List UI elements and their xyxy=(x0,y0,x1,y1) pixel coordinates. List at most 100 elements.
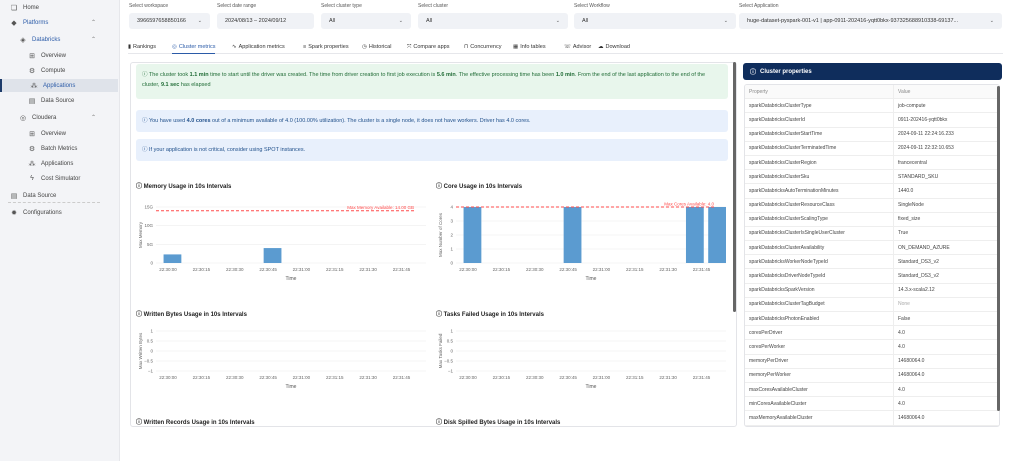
x-tick-label: 22:30:00 xyxy=(459,267,477,272)
tab-compare-apps[interactable]: ⤧ Compare apps xyxy=(407,40,449,54)
table-row: coresPerDriver 4.0 xyxy=(745,326,999,341)
clock-icon: ◷ xyxy=(362,44,367,50)
bar-22:30:00[interactable] xyxy=(163,254,182,263)
bar-22:30:00[interactable] xyxy=(463,207,482,263)
y-axis-label: Max Tasks Failed xyxy=(438,333,443,368)
filter-select-select-workflow[interactable]: All ⌄ xyxy=(574,13,736,29)
sidebar-item-label: Home xyxy=(23,4,40,11)
gear-icon: ⚙ xyxy=(28,145,36,153)
chevron-up-icon[interactable]: ⌃ xyxy=(90,37,96,43)
sidebar-item-data-source[interactable]: ▤ Data Source xyxy=(0,189,118,202)
tab-advisor[interactable]: ☏ Advisor xyxy=(564,40,591,54)
x-tick-label: 22:30:15 xyxy=(493,267,511,272)
property-value: fixed_size xyxy=(898,216,921,223)
tab-historical[interactable]: ◷ Historical xyxy=(362,40,391,54)
property-name: sparkDatabricksClusterAvailability xyxy=(745,241,894,255)
sidebar-item-data-source[interactable]: ▤ Data Source xyxy=(0,94,118,107)
sidebar-item-compute[interactable]: ⚙ Compute xyxy=(0,64,118,77)
alert-value: 1.1 min xyxy=(189,72,209,78)
filter-select-select-workspace[interactable]: 3966597658850166 ⌄ xyxy=(129,13,210,29)
memory-chart-title: ⓘ Memory Usage in 10s Intervals xyxy=(136,184,232,190)
x-tick-label: 22:30:30 xyxy=(226,375,244,380)
sidebar-item-batch-metrics[interactable]: ⚙ Batch Metrics xyxy=(0,142,118,155)
chart-title-text: Tasks Failed Usage in 10s Intervals xyxy=(443,312,544,318)
sidebar-item-label: Cloudera xyxy=(32,114,57,121)
chart-title-text: Memory Usage in 10s Intervals xyxy=(143,184,232,190)
bar-22:31:50[interactable] xyxy=(708,207,726,263)
sidebar-item-cost-simulator[interactable]: ϟ Cost Simulator xyxy=(0,172,118,185)
tab-concurrency[interactable]: ⊓ Concurrency xyxy=(464,40,501,54)
property-value: 14680064.0 xyxy=(898,372,925,379)
chevron-down-icon: ⌄ xyxy=(197,18,202,24)
column-header-property[interactable]: Property xyxy=(745,85,894,99)
startup-time-alert: ⓘ The cluster took 1.1 min time to start… xyxy=(136,64,728,99)
alert-text: . From the end of the last application t… xyxy=(142,72,706,88)
property-value: None xyxy=(898,301,910,308)
property-value: francecentral xyxy=(898,159,927,166)
written-bytes-chart-title: ⓘ Written Bytes Usage in 10s Intervals xyxy=(136,312,247,318)
table-row: sparkDatabricksClusterStartTime 2024-09-1… xyxy=(745,127,999,142)
bar-22:30:45[interactable] xyxy=(563,207,582,263)
sidebar-item-label: Compute xyxy=(41,67,66,74)
table-row: sparkDatabricksClusterResourceClass Singl… xyxy=(745,198,999,213)
bar-22:30:45[interactable] xyxy=(263,248,282,263)
main-scrollbar[interactable] xyxy=(733,62,736,312)
info-icon: ⓘ xyxy=(750,70,757,76)
x-tick-label: 22:31:45 xyxy=(693,267,711,272)
table-row: sparkDatabricksClusterTerminatedTime 2024… xyxy=(745,141,999,156)
filter-select-select-cluster[interactable]: All ⌄ xyxy=(418,13,568,29)
sidebar-item-label: Overview xyxy=(41,130,67,137)
properties-scrollbar[interactable] xyxy=(997,86,1000,411)
cluster-properties-title: Cluster properties xyxy=(760,68,812,75)
sidebar-divider xyxy=(8,202,100,203)
tab-label: Download xyxy=(605,44,630,50)
chevron-up-icon[interactable]: ⌃ xyxy=(90,115,96,121)
sidebar-item-cloudera[interactable]: ◎ Cloudera ⌃ xyxy=(0,111,118,124)
tab-info-tables[interactable]: ▦ Info tables xyxy=(513,40,546,54)
filter-select-select-application[interactable]: huge-dataset-pyspark-001-v1 | app-0911-2… xyxy=(739,13,1002,29)
property-value: 0911-202416-yqtt0bkx xyxy=(898,116,948,123)
tab-cluster-metrics[interactable]: ◎ Cluster metrics xyxy=(172,40,216,54)
filter-label: Select Workflow xyxy=(574,3,610,9)
memory-chart: 0 5G 10G 15G 22:30:00 22:30:15 22:30:30 22:30:4… xyxy=(138,205,426,282)
x-tick-label: 22:31:15 xyxy=(326,375,344,380)
table-row: sparkDatabricksClusterId 0911-202416-yqtt… xyxy=(745,113,999,128)
sidebar-item-configurations[interactable]: ✹ Configurations xyxy=(0,206,118,219)
column-header-value[interactable]: Value xyxy=(898,88,911,95)
tab-application-metrics[interactable]: ∿ Application metrics xyxy=(232,40,285,54)
y-tick-label: 0 xyxy=(150,349,153,354)
sidebar-item-label: Cost Simulator xyxy=(41,175,81,182)
y-axis-label: Max Memory xyxy=(138,221,143,248)
tab-spark-properties[interactable]: ≡ Spark properties xyxy=(303,40,349,54)
sidebar: ❏ Home ◆ Platforms ⌃ ◈ Databricks ⌃ ⊞ Overview ⚙ Co… xyxy=(0,0,120,461)
sidebar-item-overview[interactable]: ⊞ Overview xyxy=(0,49,118,62)
sidebar-item-applications[interactable]: ⁂ Applications xyxy=(0,157,118,170)
property-name: memoryPerDriver xyxy=(745,354,894,368)
sidebar-item-platforms[interactable]: ◆ Platforms ⌃ xyxy=(0,16,118,29)
grid-icon: ⊞ xyxy=(29,130,35,138)
sidebar-item-databricks[interactable]: ◈ Databricks ⌃ xyxy=(0,33,118,46)
x-tick-label: 22:31:45 xyxy=(393,267,411,272)
alert-text: . The effective processing time has been xyxy=(455,72,556,78)
sidebar-item-overview[interactable]: ⊞ Overview xyxy=(0,127,118,140)
alert-text: The cluster took xyxy=(148,72,190,78)
property-name: sparkDatabricksClusterStartTime xyxy=(745,127,894,141)
y-tick-label: 1 xyxy=(450,247,453,252)
sidebar-item-label: Applications xyxy=(41,160,74,167)
table-row: coresPerWorker 4.0 xyxy=(745,340,999,355)
tab-label: Cluster metrics xyxy=(178,43,216,50)
x-tick-label: 22:31:15 xyxy=(626,267,644,272)
property-value: 14.3.x-scala2.12 xyxy=(898,287,935,294)
filter-label: Select workspace xyxy=(129,3,169,9)
y-tick-label: 5G xyxy=(147,242,154,247)
table-row: sparkDatabricksClusterRegion francecentra… xyxy=(745,155,999,171)
bar-22:31:40[interactable] xyxy=(685,207,704,263)
sidebar-item-applications[interactable]: ⁂ Applications xyxy=(0,79,118,92)
chevron-up-icon[interactable]: ⌃ xyxy=(90,20,96,26)
table-row: maxCoresAvailableCluster 4.0 xyxy=(745,382,999,398)
filter-select-select-cluster-type[interactable]: All ⌄ xyxy=(321,13,411,29)
tab-rankings[interactable]: ▮ Rankings xyxy=(128,40,156,54)
filter-select-select-date-range[interactable]: 2024/08/13 – 2024/09/12 xyxy=(217,13,314,29)
sidebar-item-home[interactable]: ❏ Home xyxy=(0,1,118,14)
tab-download[interactable]: ☁ Download xyxy=(598,40,630,54)
